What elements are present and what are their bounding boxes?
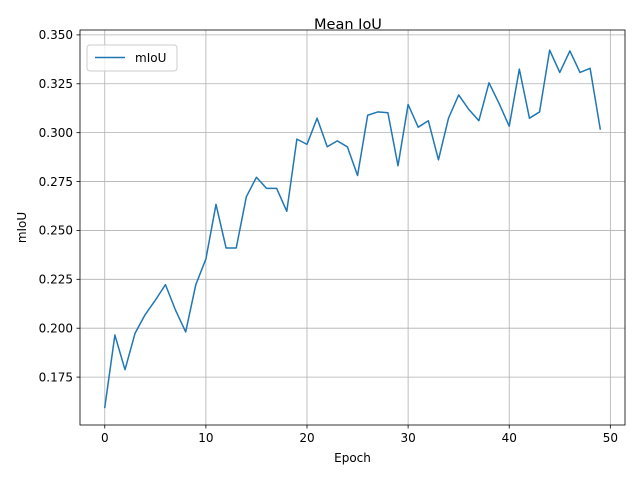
y-axis-label: mIoU xyxy=(15,212,29,243)
series-group xyxy=(103,49,602,409)
y-tick-label: 0.350 xyxy=(39,28,73,42)
chart-title: Mean IoU xyxy=(314,17,382,33)
y-tick-label: 0.300 xyxy=(39,126,73,140)
y-tick-label: 0.325 xyxy=(39,77,73,91)
plot-frame xyxy=(79,29,626,426)
grid xyxy=(80,30,625,425)
legend[interactable]: mIoU xyxy=(86,44,178,72)
x-tick-label: 30 xyxy=(400,431,415,445)
legend-label: mIoU xyxy=(135,51,166,65)
y-tick-label: 0.275 xyxy=(39,175,73,189)
y-tick-label: 0.200 xyxy=(39,322,73,336)
y-tick-label: 0.250 xyxy=(39,224,73,238)
x-tick-label: 40 xyxy=(502,431,517,445)
y-axis: 0.175 0.200 0.225 0.250 0.275 0.300 0.325 0.350 xyxy=(39,28,80,384)
x-tick-label: 50 xyxy=(603,431,618,445)
y-tick-label: 0.225 xyxy=(39,273,73,287)
x-tick-label: 0 xyxy=(101,431,109,445)
series-line-mIoU xyxy=(103,49,602,409)
x-tick-label: 20 xyxy=(299,431,314,445)
x-axis-label: Epoch xyxy=(334,451,371,465)
legend-box xyxy=(86,44,178,72)
x-axis: 0 10 20 30 40 50 xyxy=(101,425,618,445)
y-tick-label: 0.175 xyxy=(39,370,73,384)
x-tick-label: 10 xyxy=(198,431,213,445)
